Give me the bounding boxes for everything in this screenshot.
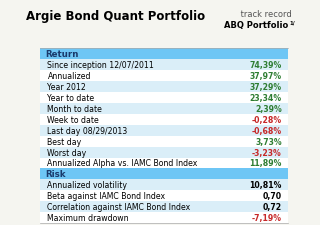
Text: -0,28%: -0,28% [252,115,282,124]
FancyBboxPatch shape [40,81,288,92]
FancyBboxPatch shape [40,158,288,169]
Text: 37,97%: 37,97% [250,72,282,80]
FancyBboxPatch shape [40,180,288,191]
FancyBboxPatch shape [40,169,288,180]
Text: 23,34%: 23,34% [250,93,282,102]
Text: Annualized volatility: Annualized volatility [47,181,127,190]
FancyBboxPatch shape [40,70,288,81]
Text: 1/: 1/ [290,20,295,25]
Text: Year to date: Year to date [47,93,95,102]
FancyBboxPatch shape [40,49,288,60]
FancyBboxPatch shape [40,201,288,212]
Text: Since inception 12/07/2011: Since inception 12/07/2011 [47,61,154,70]
FancyBboxPatch shape [40,191,288,201]
Text: Return: Return [45,50,78,58]
Text: 0,72: 0,72 [263,202,282,211]
Text: Risk: Risk [45,170,66,179]
Text: Best day: Best day [47,137,82,146]
FancyBboxPatch shape [40,212,288,223]
FancyBboxPatch shape [40,114,288,125]
Text: -0,68%: -0,68% [252,126,282,135]
Text: Beta against IAMC Bond Index: Beta against IAMC Bond Index [47,191,165,200]
Text: 37,29%: 37,29% [250,82,282,91]
FancyBboxPatch shape [40,125,288,136]
FancyBboxPatch shape [40,147,288,158]
Text: Week to date: Week to date [47,115,99,124]
Text: ABQ Portfolio: ABQ Portfolio [224,21,288,30]
FancyBboxPatch shape [40,92,288,103]
FancyBboxPatch shape [40,136,288,147]
Text: Last day 08/29/2013: Last day 08/29/2013 [47,126,128,135]
Text: -7,19%: -7,19% [252,213,282,222]
Text: 10,81%: 10,81% [249,181,282,190]
Text: Annualized: Annualized [47,72,91,80]
Text: Maximum drawdown: Maximum drawdown [47,213,129,222]
Text: 0,70: 0,70 [263,191,282,200]
Text: 3,73%: 3,73% [255,137,282,146]
Text: Annualized Alpha vs. IAMC Bond Index: Annualized Alpha vs. IAMC Bond Index [47,159,198,168]
Text: -3,23%: -3,23% [252,148,282,157]
Text: 11,89%: 11,89% [249,159,282,168]
Text: 74,39%: 74,39% [250,61,282,70]
FancyBboxPatch shape [40,60,288,70]
Text: Worst day: Worst day [47,148,87,157]
Text: Correlation against IAMC Bond Index: Correlation against IAMC Bond Index [47,202,191,211]
Text: Argie Bond Quant Portfolio: Argie Bond Quant Portfolio [26,10,205,23]
Text: 2,39%: 2,39% [255,104,282,113]
Text: track record: track record [238,10,292,19]
Text: Month to date: Month to date [47,104,102,113]
Text: Year 2012: Year 2012 [47,82,86,91]
FancyBboxPatch shape [40,103,288,114]
